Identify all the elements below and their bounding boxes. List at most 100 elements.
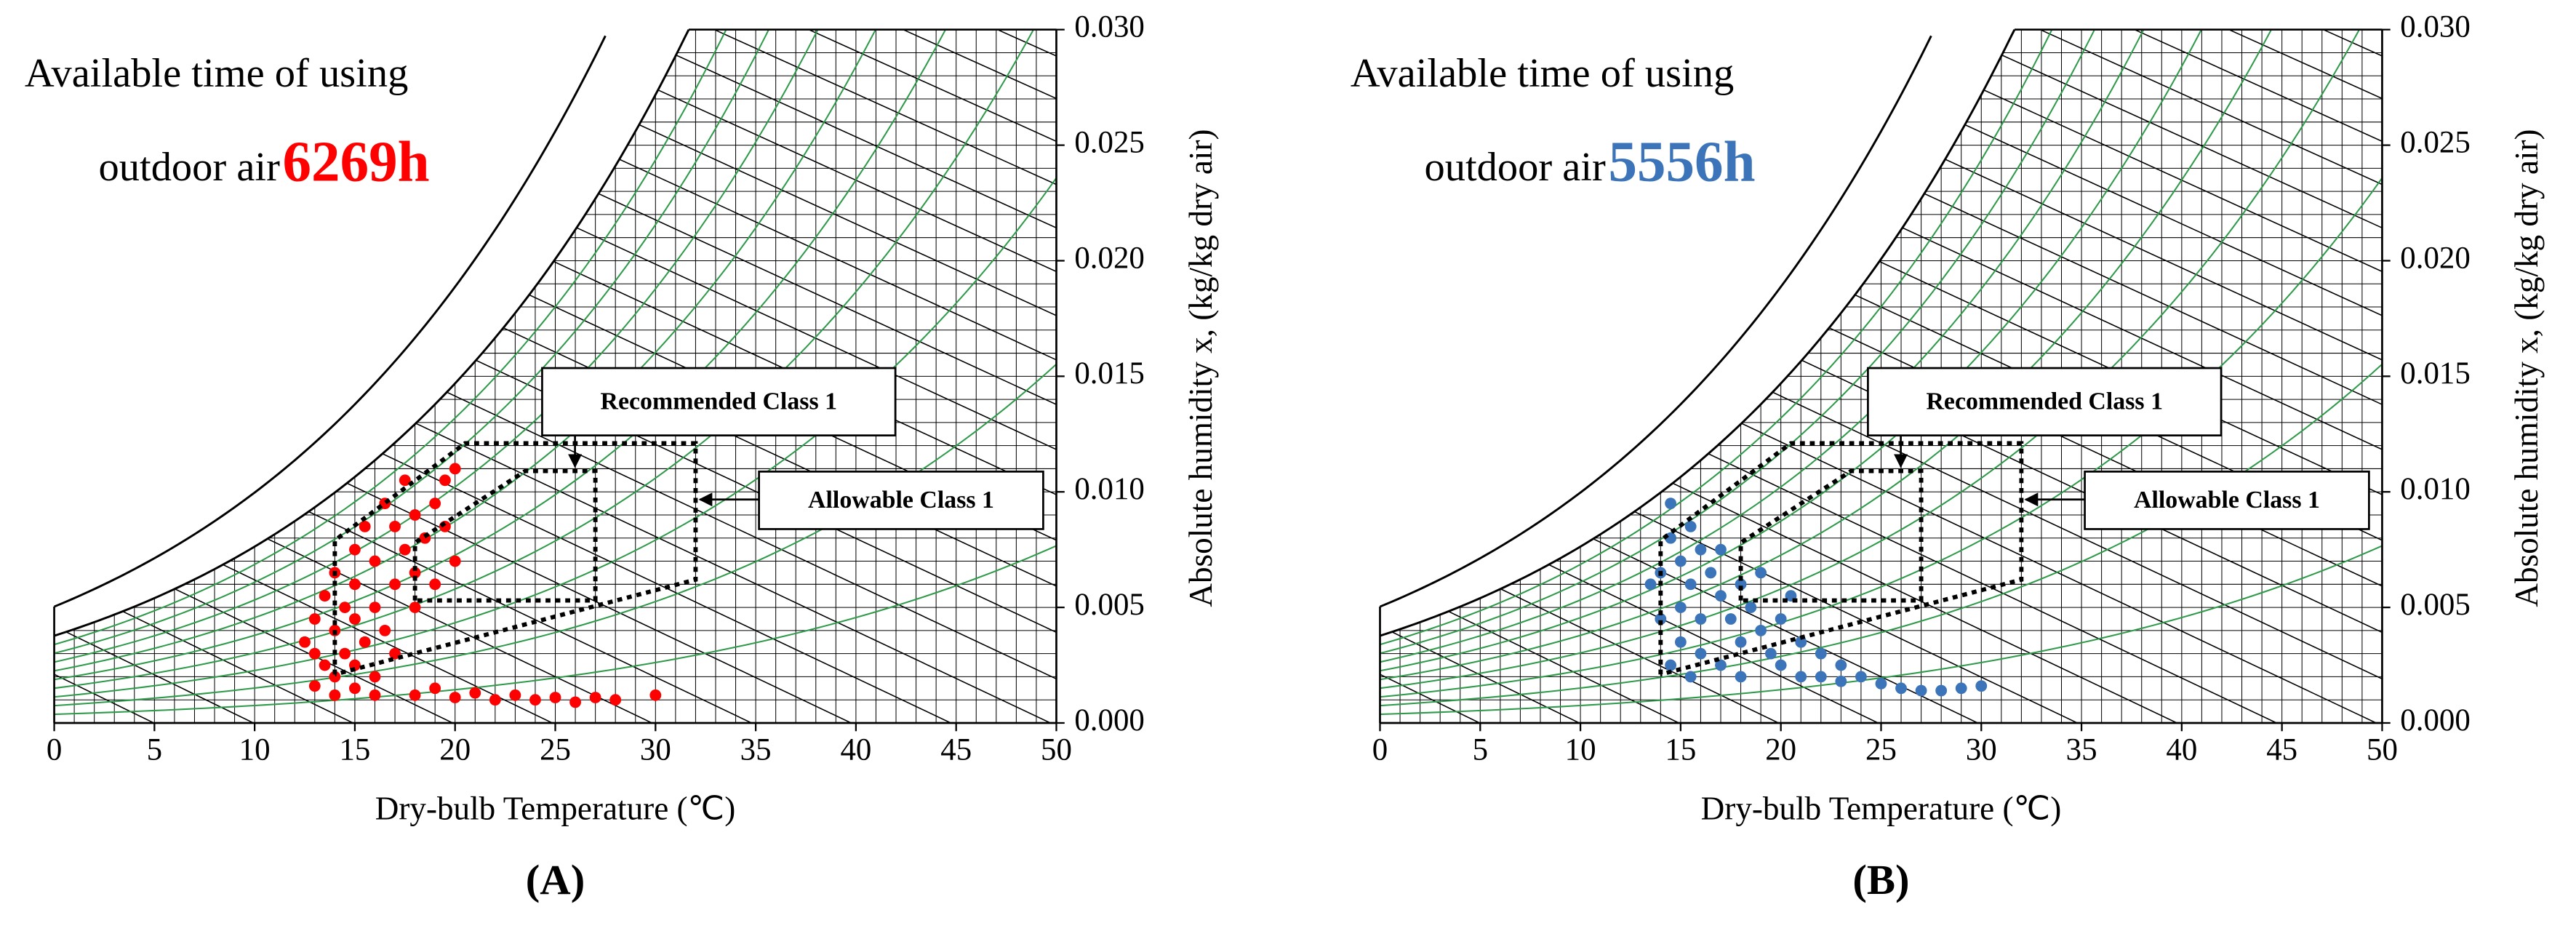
data-point — [1715, 543, 1727, 556]
data-point — [349, 682, 361, 695]
x-tick-label: 45 — [940, 732, 972, 767]
data-point — [409, 509, 421, 521]
x-tick-label: 50 — [1041, 732, 1072, 767]
x-tick-label: 35 — [740, 732, 772, 767]
enthalpy-line — [1380, 29, 2078, 723]
data-point — [1855, 671, 1867, 683]
region-outline — [1738, 468, 1924, 603]
data-point — [409, 602, 421, 614]
data-point — [529, 694, 541, 706]
enthalpy-line — [54, 29, 453, 723]
x-tick-label: 20 — [1765, 732, 1796, 767]
x-tick-label: 10 — [1565, 732, 1596, 767]
data-point — [1715, 659, 1727, 671]
callout-label: Recommended Class 1 — [601, 388, 838, 415]
y-tick-label: 0.005 — [2400, 588, 2471, 622]
rh-curve — [1380, 29, 2383, 681]
data-point — [399, 543, 411, 556]
y-tick-label: 0.025 — [1074, 125, 1145, 159]
x-tick-label: 25 — [1865, 732, 1897, 767]
data-point — [1724, 613, 1737, 625]
data-point — [609, 694, 622, 706]
data-point — [399, 474, 411, 487]
outer-scale-curve — [53, 35, 607, 608]
y-tick-label: 0.005 — [1074, 588, 1145, 622]
enthalpy-line — [620, 29, 1057, 723]
data-point — [1795, 671, 1807, 683]
data-point — [449, 692, 461, 703]
data-point — [409, 567, 421, 579]
data-point — [469, 687, 481, 699]
data-point — [589, 692, 601, 703]
data-point — [449, 463, 461, 475]
headline: Available time of using — [1351, 51, 1734, 96]
data-point — [1755, 624, 1767, 636]
data-point — [349, 578, 361, 591]
data-point — [1764, 647, 1777, 660]
data-point — [1674, 602, 1687, 614]
headline: outdoor air — [1424, 145, 1606, 190]
callout-label: Allowable Class 1 — [2134, 487, 2320, 514]
x-tick-label: 50 — [2367, 732, 2398, 767]
panel: 0 5 10 15 20 25 30 35 40 45 500.000 0.005 0.010 0.015… — [1351, 10, 2545, 903]
data-point — [369, 689, 381, 701]
rh-curve — [1380, 29, 2383, 646]
x-tick-label: 0 — [1372, 732, 1388, 767]
callout-label: Recommended Class 1 — [1926, 388, 2163, 415]
data-point — [1975, 680, 1988, 692]
psychro-grid — [54, 29, 1057, 723]
x-tick-label: 15 — [1665, 732, 1696, 767]
data-point — [319, 659, 331, 671]
data-point — [329, 671, 341, 683]
enthalpy-line — [54, 29, 1057, 723]
x-tick-label: 20 — [439, 732, 471, 767]
rh-curve — [54, 29, 1057, 655]
x-tick-label: 5 — [1473, 732, 1488, 767]
data-point — [1795, 636, 1807, 648]
headline: Available time of using — [25, 51, 408, 96]
callout-box — [541, 367, 897, 437]
data-point — [1695, 543, 1707, 556]
data-point — [549, 692, 561, 703]
data-point — [1815, 671, 1827, 683]
data-point — [359, 520, 371, 532]
rh-curve — [54, 29, 1057, 690]
data-point — [509, 689, 521, 701]
region-outline — [1658, 441, 2024, 677]
rh-curve — [54, 545, 1057, 716]
headline-value: 5556h — [1608, 131, 1755, 194]
x-axis-label: Dry-bulb Temperature (℃) — [1701, 790, 2062, 826]
y-axis-label: Absolute humidity x, (kg/kg dry air) — [1183, 129, 1219, 607]
y-tick-label: 0.030 — [1074, 10, 1145, 44]
data-point — [379, 624, 391, 636]
x-tick-label: 30 — [640, 732, 671, 767]
x-tick-label: 15 — [339, 732, 370, 767]
data-point — [1745, 602, 1757, 614]
y-tick-label: 0.000 — [1074, 703, 1145, 738]
enthalpy-line — [1380, 29, 1879, 723]
x-tick-label: 40 — [840, 732, 871, 767]
data-point — [349, 613, 361, 625]
panel: 0 5 10 15 20 25 30 35 40 45 500.000 0.005 0.010 0.015… — [25, 10, 1219, 903]
data-point — [1684, 578, 1697, 591]
data-point — [429, 498, 441, 510]
y-tick-label: 0.000 — [2400, 703, 2471, 738]
data-point — [1835, 675, 1847, 687]
data-point — [1705, 567, 1717, 579]
data-point — [1655, 613, 1667, 625]
data-point — [1644, 578, 1657, 591]
enthalpy-line — [1756, 29, 2383, 723]
data-point — [429, 578, 441, 591]
rh-curve — [1380, 29, 2383, 690]
x-tick-label: 45 — [2266, 732, 2297, 767]
x-tick-label: 35 — [2066, 732, 2097, 767]
data-point — [1775, 613, 1787, 625]
data-point — [1735, 636, 1747, 648]
callout-box — [758, 471, 1044, 530]
x-tick-label: 5 — [147, 732, 162, 767]
enthalpy-line — [54, 29, 254, 723]
x-tick-label: 30 — [1966, 732, 1997, 767]
data-point — [1695, 647, 1707, 660]
data-point — [1674, 555, 1687, 567]
